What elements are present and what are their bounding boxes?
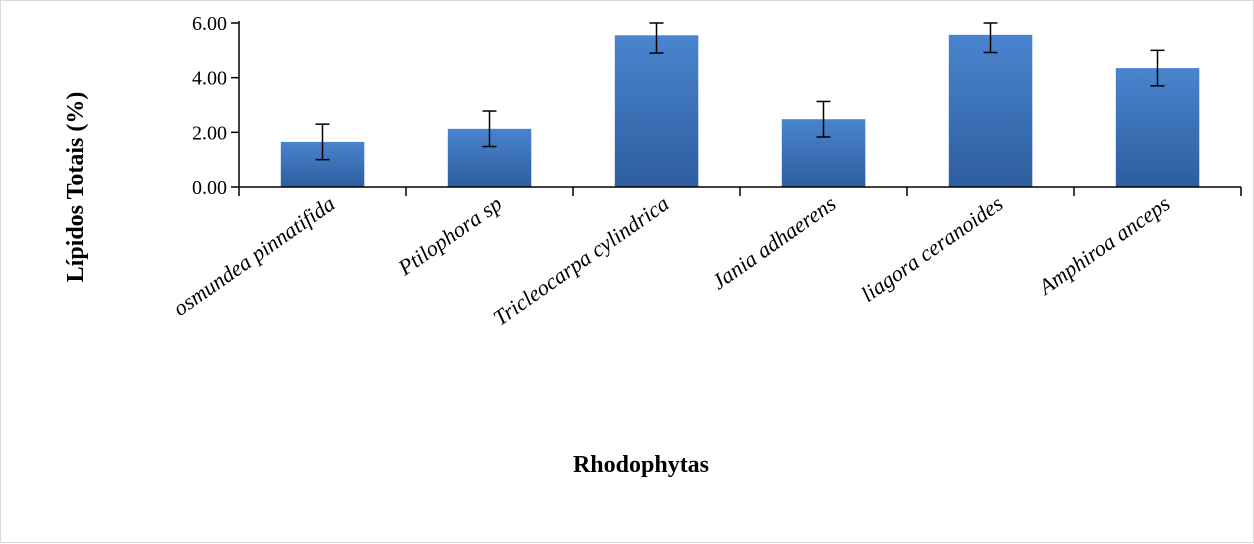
bar [614, 35, 699, 187]
y-tick-label: 0.00 [192, 177, 227, 199]
category-label: Ptilophora sp [393, 191, 507, 281]
y-tick-label: 4.00 [192, 68, 227, 90]
bars-layer [280, 34, 1200, 187]
bar [948, 34, 1033, 187]
bar [1115, 68, 1200, 187]
category-label: osmundea pinnatifida [168, 191, 339, 321]
axes-layer [231, 21, 1242, 196]
x-axis-title: Rhodophytas [573, 452, 709, 478]
category-label: Jania adhaerens [707, 191, 840, 295]
error-bars-layer [315, 22, 1165, 161]
category-label: liagora ceranoides [856, 191, 1007, 307]
category-label: Amphiroa anceps [1032, 191, 1174, 301]
category-label: Tricleocarpa cylindrica [488, 191, 673, 331]
y-tick-label: 2.00 [192, 122, 227, 144]
y-tick-label: 6.00 [192, 13, 227, 35]
y-axis-title: Lípidos Totais (%) [63, 92, 89, 283]
